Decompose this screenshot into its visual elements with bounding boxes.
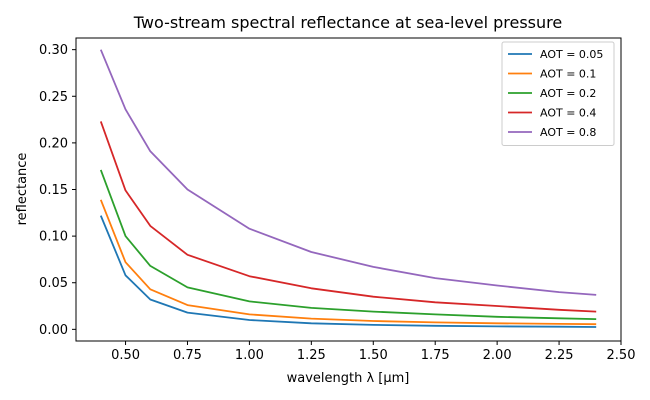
y-axis-ticks: 0.00 0.05 0.10 0.15 0.20 0.25 0.30 — [39, 43, 76, 338]
legend: AOT = 0.05 AOT = 0.1 AOT = 0.2 AOT = 0.4 AOT… — [501, 41, 615, 146]
legend-entry: AOT = 0.1 — [540, 68, 596, 81]
legend-entry: AOT = 0.2 — [540, 87, 596, 100]
y-tick-label: 0.15 — [39, 183, 68, 198]
series-line-0 — [99, 215, 597, 328]
x-tick-label: 2.50 — [607, 348, 636, 363]
y-tick-label: 0.25 — [39, 90, 68, 105]
y-tick-label: 0.05 — [39, 276, 68, 291]
legend-box — [501, 41, 615, 146]
x-tick-label: 2.00 — [483, 348, 512, 363]
x-tick-label: 1.25 — [297, 348, 326, 363]
y-axis-label: reflectance — [15, 153, 30, 226]
series-lines — [99, 49, 597, 328]
plot-frame — [75, 37, 622, 342]
x-tick-label: 0.75 — [173, 348, 202, 363]
series-line-3 — [99, 121, 597, 313]
series-line-2 — [99, 169, 597, 320]
x-tick-label: 0.50 — [111, 348, 140, 363]
x-tick-label: 1.00 — [235, 348, 264, 363]
legend-entry: AOT = 0.8 — [540, 126, 596, 139]
series-line-1 — [99, 199, 597, 326]
legend-entry: AOT = 0.05 — [540, 48, 603, 61]
x-tick-label: 2.25 — [545, 348, 574, 363]
x-tick-label: 1.75 — [421, 348, 450, 363]
legend-entry: AOT = 0.4 — [540, 107, 596, 120]
x-tick-label: 1.50 — [359, 348, 388, 363]
series-line-4 — [99, 49, 597, 296]
chart-title: Two-stream spectral reflectance at sea-l… — [133, 13, 562, 32]
y-tick-label: 0.20 — [39, 136, 68, 151]
x-axis-ticks: 0.50 0.75 1.00 1.25 1.50 1.75 2.00 2.25 2.50 — [111, 341, 635, 363]
x-axis-label: wavelength λ [μm] — [287, 371, 410, 386]
y-tick-label: 0.10 — [39, 230, 68, 245]
y-tick-label: 0.00 — [39, 323, 68, 338]
y-tick-label: 0.30 — [39, 43, 68, 58]
